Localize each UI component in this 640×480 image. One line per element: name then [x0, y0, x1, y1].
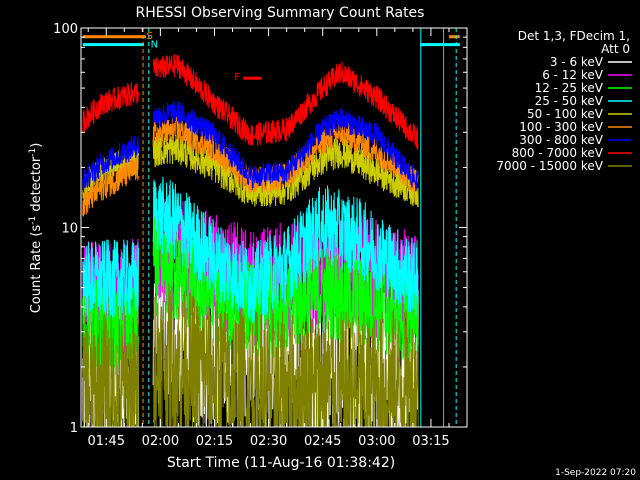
y-tick-label: 10 [61, 222, 78, 237]
y-axis-label: Count Rate (s-1 detector-1) [28, 143, 44, 314]
x-tick-label: 02:30 [250, 434, 287, 449]
y-axis-label-superscript: -1 [28, 216, 38, 225]
y-axis-label-superscript: -1 [28, 148, 38, 157]
saa-flag-label: S [147, 31, 153, 42]
night-flag-bar [420, 43, 460, 47]
flare-flag-bar [243, 76, 262, 80]
x-tick-label: 02:00 [142, 434, 179, 449]
legend-label: 6 - 12 keV [542, 68, 604, 82]
x-tick-label: 03:15 [412, 434, 449, 449]
footer-timestamp: 1-Sep-2022 07:20 [555, 468, 636, 478]
plot-area [82, 54, 419, 428]
legend-header-line: Det 1,3, FDecim 1, [518, 29, 630, 43]
x-tick-label: 01:45 [88, 434, 125, 449]
legend-header-line: Att 0 [601, 42, 630, 56]
series-line [82, 99, 419, 193]
y-tick-label: 1 [70, 421, 78, 436]
night-flag-label: N [151, 39, 158, 50]
x-tick-label: 03:00 [358, 434, 395, 449]
y-tick-label: 100 [53, 22, 78, 37]
series-line [82, 176, 419, 323]
legend-label: 50 - 100 keV [527, 107, 604, 121]
saa-flag-bar [448, 35, 460, 39]
legend-label: 12 - 25 keV [535, 81, 604, 95]
y-axis-label-part: Count Rate (s [29, 225, 44, 314]
annotation-layer: SN F [82, 28, 460, 427]
legend-label: 800 - 7000 keV [512, 146, 604, 160]
y-axis-label-part: ) [29, 143, 44, 148]
legend-label: 25 - 50 keV [535, 94, 604, 108]
series-line [82, 54, 419, 150]
axes-layer: 1 10 100 01:45 02:00 02:15 02:30 02:45 03:00 03:1… [53, 22, 468, 449]
series-line [82, 283, 419, 428]
saa-flag-bar [82, 35, 146, 39]
legend-label: 3 - 6 keV [550, 55, 604, 69]
legend-label: 100 - 300 keV [519, 120, 603, 134]
y-axis-label-part: detector [29, 156, 44, 216]
flare-flag-label: F [234, 72, 240, 83]
x-tick-label: 02:45 [304, 434, 341, 449]
x-axis-label: Start Time (11-Aug-16 01:38:42) [167, 455, 395, 471]
legend-label: 7000 - 15000 keV [496, 159, 603, 173]
night-flag-bar [82, 43, 145, 47]
legend-label: 300 - 800 keV [519, 133, 603, 147]
chart-title: RHESSI Observing Summary Count Rates [136, 5, 425, 21]
x-tick-label: 02:15 [196, 434, 233, 449]
